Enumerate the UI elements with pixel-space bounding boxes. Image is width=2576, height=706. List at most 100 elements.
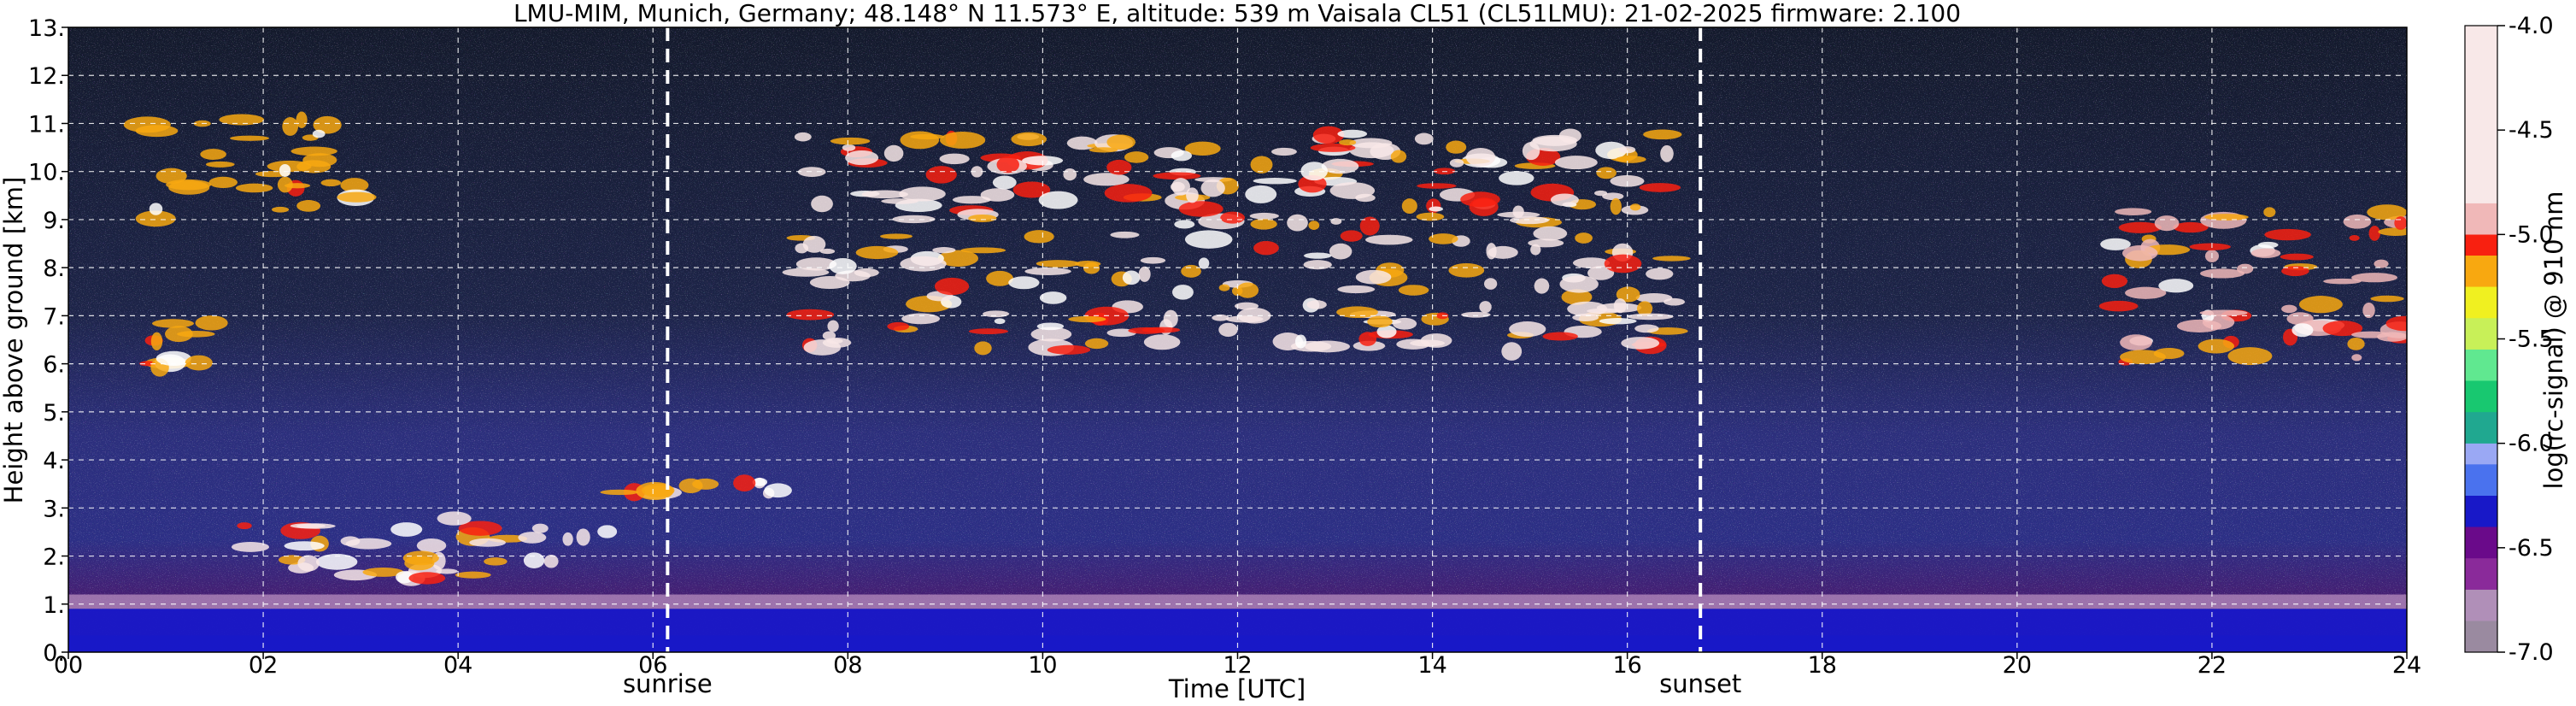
- feature-blob: [2349, 234, 2360, 241]
- feature-blob: [2351, 354, 2362, 362]
- feature-blob: [2323, 278, 2362, 285]
- feature-blob: [282, 117, 299, 136]
- colorbar-tick-label: -5.5: [2509, 327, 2554, 353]
- feature-blob: [177, 330, 215, 338]
- feature-blob: [782, 268, 830, 277]
- feature-blob: [1038, 191, 1078, 209]
- feature-blob: [887, 321, 910, 331]
- feature-cloud-3-4km: [600, 474, 792, 502]
- feature-blob: [155, 350, 191, 366]
- feature-blob: [1106, 134, 1135, 150]
- feature-blob: [455, 571, 491, 579]
- feature-blob: [1305, 340, 1350, 353]
- feature-blob: [1483, 278, 1498, 290]
- x-axis-label: Time [UTC]: [1168, 674, 1306, 703]
- feature-blob: [1596, 167, 1617, 179]
- feature-blob: [861, 190, 908, 199]
- feature-blob: [1245, 185, 1277, 203]
- feature-blob: [1340, 230, 1363, 242]
- y-axis-label: Height above ground [km]: [0, 177, 28, 504]
- feature-blob: [1163, 309, 1178, 328]
- feature-blob: [2347, 337, 2365, 350]
- feature-blob: [1660, 144, 1674, 162]
- feature-blob: [1171, 181, 1185, 192]
- colorbar-label: log(rc-signal) @ 910 nm: [2539, 191, 2568, 490]
- y-tick-label: 0.: [43, 640, 65, 667]
- feature-blob: [1068, 315, 1106, 323]
- feature-blob: [1599, 318, 1637, 325]
- feature-blob: [1024, 268, 1071, 276]
- feature-blob: [1339, 139, 1357, 146]
- x-tick-label: 16: [1612, 652, 1641, 679]
- feature-blob: [1250, 156, 1273, 174]
- x-tick-label: 22: [2198, 652, 2227, 679]
- feature-blob: [968, 214, 997, 222]
- feature-blob: [2280, 253, 2314, 261]
- grid-layer: [68, 27, 2407, 652]
- feature-blob: [795, 257, 837, 271]
- feature-blob: [1416, 212, 1445, 221]
- feature-blob: [390, 522, 423, 537]
- feature-blob: [2115, 208, 2152, 215]
- feature-blob: [518, 532, 547, 544]
- feature-blob: [2343, 215, 2372, 229]
- feature-blob: [1234, 302, 1259, 310]
- y-tick-label: 10.: [28, 160, 65, 186]
- feature-blob: [2281, 304, 2297, 314]
- feature-blob: [1178, 201, 1223, 217]
- feature-blob: [829, 257, 857, 274]
- feature-blob: [2173, 221, 2209, 233]
- feature-blob: [952, 196, 991, 204]
- feature-blob: [1567, 301, 1608, 317]
- feature-blob: [1429, 233, 1458, 244]
- feature-blob: [2199, 309, 2248, 316]
- colorbar-tick-label: -4.5: [2509, 117, 2554, 144]
- feature-blob: [1008, 276, 1040, 290]
- feature-blob: [1310, 143, 1356, 152]
- feature-blob: [880, 233, 913, 239]
- feature-blob: [974, 341, 992, 356]
- feature-blob: [1184, 141, 1221, 156]
- feature-blob: [1390, 150, 1407, 163]
- feature-blob: [855, 245, 899, 260]
- feature-blob: [881, 198, 919, 204]
- feature-blob: [1200, 179, 1225, 197]
- feature-cirrus-morning: [123, 111, 377, 227]
- feature-blob: [340, 178, 369, 193]
- feature-blob: [362, 567, 404, 577]
- feature-blob: [1627, 313, 1674, 321]
- feature-blob: [752, 478, 768, 486]
- feature-blob: [1367, 315, 1393, 328]
- feature-blob: [600, 489, 639, 496]
- y-tick-label: 6.: [43, 352, 65, 379]
- feature-blob: [235, 183, 273, 193]
- feature-blob: [934, 277, 970, 296]
- feature-blob: [1446, 140, 1467, 154]
- feature-blob: [1610, 197, 1622, 215]
- feature-blob: [1550, 193, 1579, 207]
- feature-blob: [2378, 227, 2407, 236]
- feature-blob: [1303, 260, 1332, 270]
- feature-blob: [1174, 220, 1195, 229]
- feature-blob: [842, 144, 856, 151]
- feature-blob: [1635, 293, 1673, 303]
- feature-blob: [2367, 204, 2407, 221]
- y-tick-label: 9.: [43, 208, 65, 234]
- feature-blob: [1499, 171, 1534, 185]
- feature-blob: [2394, 216, 2407, 230]
- feature-blob: [1398, 285, 1429, 296]
- colorbar-tick-label: -4.0: [2509, 13, 2554, 39]
- feature-blob: [1616, 286, 1640, 303]
- feature-blob: [900, 131, 940, 150]
- feature-blob: [2350, 331, 2391, 338]
- feature-blob: [1542, 332, 1578, 341]
- x-tick-label: 12: [1223, 652, 1252, 679]
- feature-blob: [809, 276, 850, 290]
- feature-blob: [1559, 275, 1599, 293]
- feature-blob: [1063, 168, 1077, 181]
- feature-blob: [290, 146, 337, 156]
- feature-blob: [208, 176, 238, 189]
- feature-blob: [1393, 317, 1417, 330]
- colorbar-tick-label: -7.0: [2509, 639, 2554, 666]
- feature-blob: [1420, 333, 1452, 348]
